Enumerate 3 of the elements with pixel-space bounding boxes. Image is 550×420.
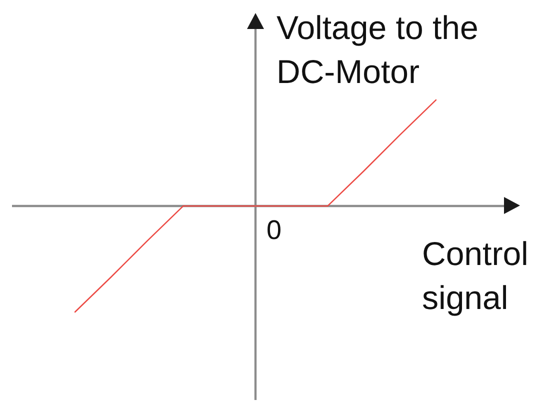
y-axis-title: Voltage to the DC-Motor bbox=[276, 8, 480, 92]
annotation: 0 bbox=[266, 214, 282, 245]
x-axis-title: Control signal bbox=[422, 234, 530, 318]
